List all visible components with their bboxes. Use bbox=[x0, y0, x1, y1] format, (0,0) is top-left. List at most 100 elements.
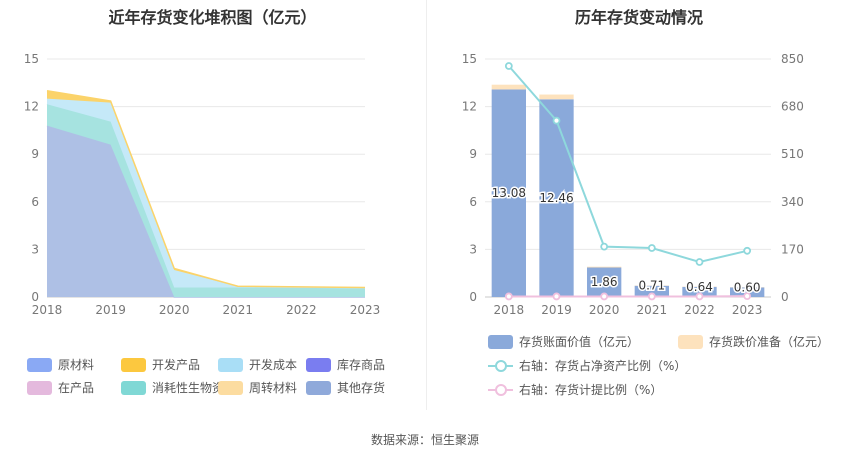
x-tick-label: 2022 bbox=[286, 303, 317, 317]
panel-divider bbox=[426, 0, 427, 410]
legend-swatch bbox=[27, 380, 52, 395]
x-tick-label: 2018 bbox=[32, 303, 63, 317]
bar-impairment bbox=[539, 94, 574, 100]
legend-swatch bbox=[306, 380, 331, 395]
legend-label: 存货账面价值（亿元） bbox=[519, 335, 640, 349]
y2-tick-label: 510 bbox=[781, 147, 804, 161]
bar-data-label: 13.08 bbox=[492, 186, 526, 200]
y2-tick-label: 340 bbox=[781, 195, 804, 209]
legend-label: 原材料 bbox=[58, 358, 95, 372]
line-point bbox=[600, 242, 609, 251]
line-右轴：存货占净资产比例（%） bbox=[508, 65, 748, 264]
x-tick-label: 2020 bbox=[589, 303, 620, 317]
legend-label: 存货跌价准备（亿元） bbox=[709, 335, 830, 349]
x-tick-label: 2019 bbox=[541, 303, 572, 317]
right-chart-title: 历年存货变动情况 bbox=[574, 8, 703, 27]
legend-item[interactable]: 在产品 bbox=[27, 379, 94, 396]
legend-label: 右轴：存货占净资产比例（%） bbox=[519, 359, 687, 373]
x-tick-label: 2021 bbox=[223, 303, 254, 317]
line-point bbox=[600, 292, 609, 301]
line-point bbox=[743, 246, 752, 255]
legend-label: 消耗性生物资产 bbox=[152, 381, 237, 395]
legend-item[interactable]: 存货跌价准备（亿元） bbox=[678, 333, 829, 350]
legend-swatch bbox=[121, 357, 146, 372]
bar-book-value bbox=[682, 286, 717, 297]
legend-item[interactable]: 开发成本 bbox=[218, 356, 297, 373]
legend-label: 开发成本 bbox=[249, 358, 298, 372]
legend-label: 在产品 bbox=[58, 381, 95, 395]
y-tick-label: 0 bbox=[469, 290, 477, 304]
y-tick-label: 6 bbox=[31, 195, 39, 209]
bar-impairment bbox=[587, 266, 622, 268]
legend-item[interactable]: 消耗性生物资产 bbox=[121, 379, 236, 396]
legend-label: 库存商品 bbox=[337, 358, 386, 372]
bar-impairment bbox=[491, 84, 526, 90]
legend-swatch bbox=[678, 334, 703, 349]
legend-item[interactable]: 其他存货 bbox=[306, 379, 385, 396]
legend-item[interactable]: 开发产品 bbox=[121, 356, 200, 373]
legend-item[interactable]: 存货账面价值（亿元） bbox=[488, 333, 639, 350]
area-其他存货 bbox=[47, 125, 365, 297]
x-tick-label: 2023 bbox=[732, 303, 763, 317]
right-chart-panel: 历年存货变动情况 0 3 6 9 12 15 0 170 340 510 680 850 2018 201… bbox=[428, 0, 850, 410]
left-chart-title: 近年存货变化堆积图（亿元） bbox=[108, 8, 317, 27]
legend-swatch bbox=[218, 380, 243, 395]
y-tick-label: 6 bbox=[469, 195, 477, 209]
y-tick-label: 15 bbox=[462, 52, 477, 66]
data-source: 数据来源：恒生聚源 bbox=[370, 433, 479, 447]
legend-swatch bbox=[488, 383, 513, 397]
left-chart-panel: 近年存货变化堆积图（亿元） 0 3 6 9 12 15 2018 2019 2020 2021 20… bbox=[0, 0, 425, 410]
legend-item[interactable]: 库存商品 bbox=[306, 356, 385, 373]
y2-tick-label: 680 bbox=[781, 100, 804, 114]
y-tick-label: 12 bbox=[24, 100, 39, 114]
legend-swatch bbox=[121, 380, 146, 395]
line-point bbox=[647, 292, 656, 301]
legend-swatch bbox=[218, 357, 243, 372]
y-tick-label: 9 bbox=[469, 147, 477, 161]
legend-label: 其他存货 bbox=[337, 381, 386, 395]
legend-item[interactable]: 右轴：存货计提比例（%） bbox=[488, 381, 662, 398]
legend-item[interactable]: 右轴：存货占净资产比例（%） bbox=[488, 357, 686, 374]
legend-item[interactable]: 周转材料 bbox=[218, 379, 297, 396]
x-tick-label: 2019 bbox=[95, 303, 126, 317]
legend-item[interactable]: 原材料 bbox=[27, 356, 94, 373]
y2-tick-label: 0 bbox=[781, 290, 789, 304]
y-tick-label: 3 bbox=[31, 242, 39, 256]
bar-data-label: 12.46 bbox=[539, 191, 573, 205]
x-tick-label: 2023 bbox=[350, 303, 381, 317]
y-tick-label: 0 bbox=[31, 290, 39, 304]
stacked-area-chart: 0 3 6 9 12 15 2018 2019 2020 2021 2022 2023 bbox=[24, 52, 381, 317]
y-tick-label: 3 bbox=[469, 242, 477, 256]
y2-tick-label: 170 bbox=[781, 242, 804, 256]
left-chart-legend: 原材料 开发产品 开发成本 库存商品在产品 消耗性生物资产 周转材料 其他存货 bbox=[0, 356, 425, 406]
legend-swatch bbox=[306, 357, 331, 372]
line-point bbox=[552, 116, 561, 125]
legend-swatch bbox=[488, 334, 513, 349]
line-point bbox=[504, 292, 513, 301]
line-point bbox=[695, 258, 704, 266]
line-point bbox=[695, 292, 704, 301]
y-tick-label: 15 bbox=[24, 52, 39, 66]
line-point bbox=[504, 62, 513, 70]
line-point bbox=[647, 244, 656, 252]
bar-data-label: 0.64 bbox=[686, 280, 713, 294]
x-tick-label: 2022 bbox=[684, 303, 715, 317]
legend-label: 周转材料 bbox=[249, 381, 298, 395]
area-edge-开发产品 bbox=[46, 89, 366, 289]
y-tick-label: 12 bbox=[462, 100, 477, 114]
bar-book-value bbox=[539, 99, 574, 297]
legend-swatch bbox=[488, 359, 513, 373]
y-tick-label: 9 bbox=[31, 147, 39, 161]
line-point bbox=[552, 292, 561, 301]
line-point bbox=[743, 292, 752, 301]
legend-label: 右轴：存货计提比例（%） bbox=[519, 383, 663, 397]
bar-book-value bbox=[587, 267, 622, 297]
legend-label: 开发产品 bbox=[152, 358, 201, 372]
x-tick-label: 2020 bbox=[159, 303, 190, 317]
x-tick-label: 2018 bbox=[494, 303, 525, 317]
area-消耗性生物资产 bbox=[47, 104, 365, 297]
bar-book-value bbox=[634, 285, 669, 297]
bar-book-value bbox=[491, 89, 526, 298]
right-chart-legend: 存货账面价值（亿元） 存货跌价准备（亿元） 右轴：存货占净资产比例（%） 右轴：存货计… bbox=[428, 333, 850, 408]
bar-data-label: 1.86 bbox=[591, 275, 618, 289]
